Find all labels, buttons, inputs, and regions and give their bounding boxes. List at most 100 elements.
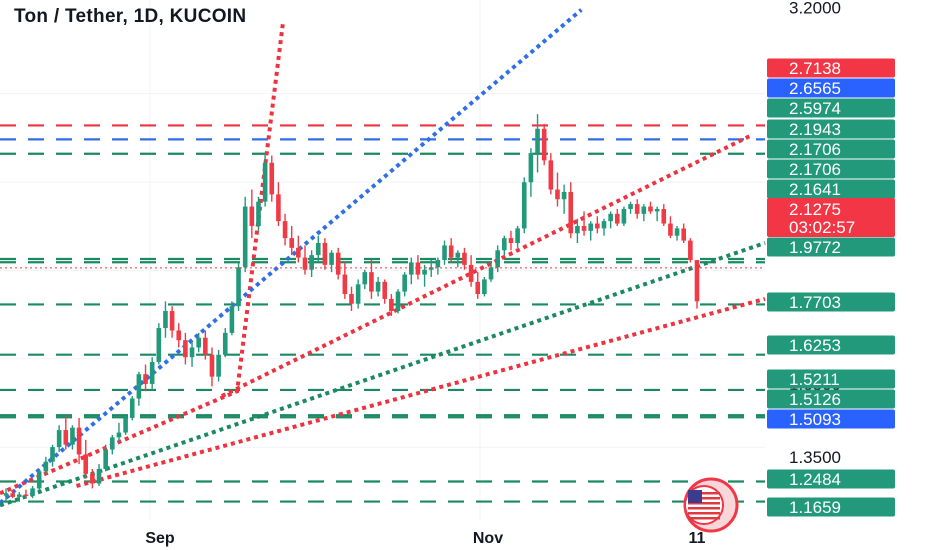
price-badge-label: 1.5093 xyxy=(789,410,841,429)
candle-body xyxy=(548,160,554,190)
candle-body xyxy=(196,337,201,348)
price-badge-bg xyxy=(767,409,895,429)
us-flag-icon xyxy=(688,512,720,515)
price-badge: 2.1706 xyxy=(767,139,895,159)
price-badge-bg xyxy=(767,369,895,389)
candles xyxy=(3,114,700,502)
price-badge: 2.5974 xyxy=(767,98,895,118)
price-badge: 1.9772 xyxy=(767,237,895,257)
candle-body xyxy=(296,247,301,258)
x-axis-ticks: Sep Nov 11 xyxy=(145,530,705,547)
price-badge-label: 2.6565 xyxy=(789,79,841,98)
candle-body xyxy=(103,449,108,469)
price-badge-bg xyxy=(767,179,895,199)
candle-body xyxy=(83,454,89,474)
us-flag-icon xyxy=(688,517,720,520)
price-badge-bg xyxy=(767,159,895,179)
candle-body xyxy=(149,362,155,384)
candle-body xyxy=(661,208,667,224)
price-badge: 1.7703 xyxy=(767,292,895,312)
price-badge-bg xyxy=(767,335,895,355)
countdown-label: 03:02:57 xyxy=(789,218,855,237)
candle-body xyxy=(621,208,627,224)
candle-body xyxy=(229,306,235,333)
candle-body xyxy=(16,494,22,497)
candle-body xyxy=(56,430,62,448)
candle-body xyxy=(76,427,82,455)
candle-body xyxy=(342,274,348,295)
us-flag-icon xyxy=(688,492,720,495)
candle-body xyxy=(495,250,500,268)
candle-body xyxy=(561,191,567,200)
candle-body xyxy=(36,471,42,489)
candle-body xyxy=(63,430,69,445)
candle-body xyxy=(601,221,607,229)
candle-body xyxy=(641,206,647,214)
horizontal-levels xyxy=(0,124,765,503)
price-badge: 1.6253 xyxy=(767,335,895,355)
candle-body xyxy=(222,332,228,355)
candle-body xyxy=(595,223,600,229)
price-badge: 2.6565 xyxy=(767,78,895,98)
candle-body xyxy=(183,340,188,358)
price-badge-bg xyxy=(767,389,895,409)
candle-body xyxy=(50,447,55,462)
candle-body xyxy=(335,252,341,275)
candle-body xyxy=(648,206,653,212)
candle-body xyxy=(654,208,660,212)
candle-body xyxy=(614,213,620,224)
price-badge-bg xyxy=(767,237,895,257)
us-flag-icon[interactable] xyxy=(683,477,739,533)
candle-body xyxy=(628,204,633,209)
us-flag-icon xyxy=(688,497,720,500)
candle-body xyxy=(242,206,248,268)
candle-body xyxy=(90,473,95,484)
us-flag-icon xyxy=(688,502,720,505)
candle-body xyxy=(382,281,388,299)
candle-body xyxy=(123,417,128,433)
price-badge-label: 1.2484 xyxy=(789,470,841,489)
candle-body xyxy=(96,468,102,484)
x-tick-label: 11 xyxy=(689,530,706,547)
price-badge-label: 1.1659 xyxy=(789,498,841,517)
candle-body xyxy=(30,488,35,496)
candle-body xyxy=(668,223,673,236)
candle-body xyxy=(475,281,481,295)
candle-body xyxy=(688,240,693,260)
candle-body xyxy=(455,252,461,258)
candle-body xyxy=(355,284,361,304)
candle-body xyxy=(315,242,321,256)
candle-body xyxy=(249,206,255,226)
candle-body xyxy=(428,267,434,270)
candle-body xyxy=(156,328,162,363)
chart-title: Ton / Tether, 1D, KUCOIN xyxy=(14,6,247,27)
candle-body xyxy=(322,242,328,265)
candle-body xyxy=(395,291,401,312)
price-badge-bg xyxy=(767,497,895,517)
price-badge-bg xyxy=(767,98,895,118)
candle-body xyxy=(488,267,494,280)
x-tick-label: Nov xyxy=(473,530,503,547)
price-badges: 2.71382.65652.59742.19432.17062.17062.16… xyxy=(767,58,895,517)
candle-body xyxy=(110,437,115,450)
candle-body xyxy=(163,311,168,329)
candle-body xyxy=(282,221,288,239)
candle-body xyxy=(289,238,295,248)
candle-body xyxy=(209,354,215,377)
candle-body xyxy=(349,294,354,304)
candle-body xyxy=(541,128,547,161)
price-badge-bg xyxy=(767,58,895,78)
candle-body xyxy=(588,223,593,231)
price-badge-bg xyxy=(767,139,895,159)
candle-body xyxy=(502,238,507,251)
candle-body xyxy=(256,201,261,226)
price-badge-label: 1.5126 xyxy=(789,390,841,409)
candle-body xyxy=(608,213,613,222)
candle-body xyxy=(435,260,441,268)
trend-line xyxy=(0,8,583,505)
candle-body xyxy=(448,245,454,258)
price-badge-bg xyxy=(767,469,895,489)
candle-body xyxy=(143,374,148,384)
candle-body xyxy=(694,260,700,302)
candle-body xyxy=(555,189,560,200)
